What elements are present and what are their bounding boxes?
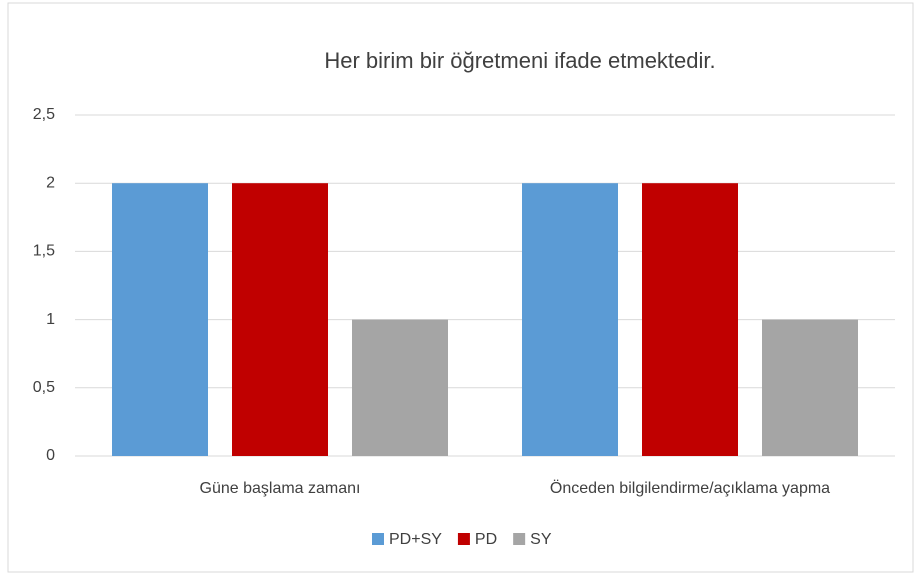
y-tick-label: 1: [46, 311, 55, 328]
bar: [762, 319, 858, 456]
x-tick-label: Güne başlama zamanı: [200, 480, 361, 497]
x-tick-label: Önceden bilgilendirme/açıklama yapma: [550, 479, 830, 497]
bar: [112, 183, 208, 456]
y-tick-label: 0: [46, 447, 55, 464]
bar: [522, 183, 618, 456]
y-tick-label: 2,5: [33, 106, 55, 123]
legend-swatch: [457, 533, 470, 545]
legend-label: PD: [475, 531, 497, 548]
bar: [352, 319, 448, 456]
y-tick-label: 0,5: [33, 379, 55, 396]
chart-title: Her birim bir öğretmeni ifade etmektedir…: [324, 48, 715, 73]
bar: [232, 183, 328, 456]
legend-swatch: [372, 533, 384, 545]
legend-label: SY: [530, 531, 552, 548]
legend-swatch: [513, 533, 526, 545]
bar: [642, 183, 738, 456]
y-tick-label: 2: [46, 174, 55, 191]
legend-label: PD+SY: [389, 531, 442, 548]
y-tick-label: 1,5: [33, 243, 55, 260]
